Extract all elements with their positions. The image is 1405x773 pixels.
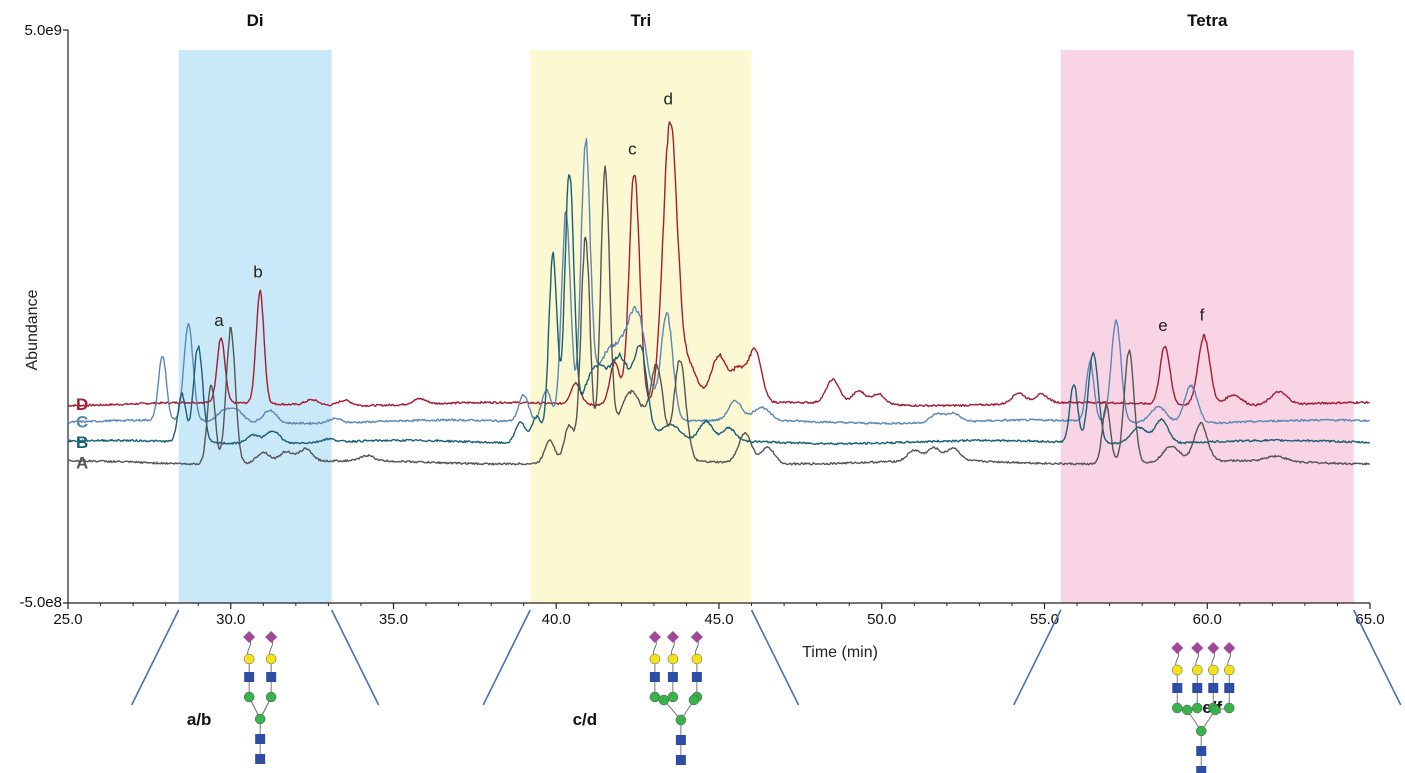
trace-C (67, 137, 1371, 425)
glcnac-square (675, 755, 686, 765)
x-tick-label: 45.0 (704, 611, 733, 628)
sialic-diamond (1207, 642, 1220, 654)
x-tick-label: 65.0 (1355, 611, 1384, 628)
sialic-diamond (648, 631, 661, 643)
region-title: Tri (630, 11, 651, 30)
glycan-structures (243, 631, 1236, 773)
peak-label-c: c (628, 140, 637, 159)
region-title: Di (247, 11, 264, 30)
mannose-circle (1210, 704, 1221, 716)
x-tick-label: 50.0 (867, 611, 896, 628)
galactose-circle (1192, 664, 1203, 676)
mannose-circle (265, 691, 277, 703)
glycan-triantennary (648, 631, 703, 765)
trace-D (67, 121, 1370, 408)
glycan-biantennary (243, 631, 278, 764)
mannose-circle (1182, 704, 1193, 716)
mannose-circle (658, 694, 670, 706)
connector-line-left (482, 609, 531, 706)
region-band-tetra (1060, 50, 1354, 603)
region-bands (178, 50, 1354, 603)
sialic-diamond (690, 631, 703, 643)
x-tick-label: 25.0 (53, 611, 82, 628)
glcnac-square (649, 672, 660, 682)
y-tick-label: -5.0e8 (19, 594, 62, 611)
x-axis-title: Time (min) (802, 644, 878, 661)
x-tick-label: 40.0 (542, 611, 571, 628)
mannose-circle (1192, 702, 1203, 714)
mannose-circle (254, 713, 266, 725)
mannose-circle (688, 694, 700, 706)
y-axis-title: Abundance (24, 289, 41, 370)
x-tick-label: 60.0 (1193, 611, 1222, 628)
x-tick-label: 30.0 (216, 611, 245, 628)
trace-label-A: A (76, 453, 88, 472)
glycan-label: a/b (187, 710, 212, 729)
mannose-circle (1172, 702, 1183, 714)
trace-B (67, 174, 1371, 446)
glcnac-square (266, 672, 277, 682)
peak-label-e: e (1158, 316, 1167, 335)
glcnac-square (1172, 683, 1183, 693)
sialic-diamond (243, 631, 256, 643)
glcnac-square (1192, 683, 1203, 693)
trace-label-D: D (76, 395, 88, 414)
glcnac-square (1208, 683, 1219, 693)
trace-label-B: B (76, 433, 88, 452)
connector-line-right (1353, 609, 1402, 706)
sialic-diamond (1223, 642, 1236, 654)
galactose-circle (691, 653, 703, 665)
connector-line-right (750, 609, 800, 706)
glcnac-square (255, 754, 266, 764)
galactose-circle (1208, 664, 1219, 676)
peak-label-d: d (663, 89, 672, 108)
glcnac-square (1196, 766, 1207, 773)
connector-line-left (1013, 609, 1062, 706)
galactose-circle (265, 653, 277, 665)
mannose-circle (243, 691, 255, 703)
antenna-group (648, 631, 703, 703)
mannose-circle (667, 691, 679, 703)
galactose-circle (243, 653, 255, 665)
sialic-diamond (666, 631, 679, 643)
mannose-circle (1196, 725, 1207, 737)
mannose-circle (649, 691, 661, 703)
galactose-circle (649, 653, 661, 665)
trace-A (67, 165, 1371, 466)
galactose-circle (1172, 664, 1183, 676)
sialic-diamond (265, 631, 278, 643)
peak-label-a: a (214, 311, 224, 330)
trace-label-C: C (76, 413, 88, 432)
sialic-diamond (1191, 642, 1204, 654)
glcnac-square (675, 735, 686, 745)
glcnac-square (691, 672, 702, 682)
region-title: Tetra (1187, 11, 1228, 30)
region-band-di (178, 50, 332, 603)
galactose-circle (1224, 664, 1235, 676)
x-tick-label: 55.0 (1030, 611, 1059, 628)
x-tick-label: 35.0 (379, 611, 408, 628)
glcnac-square (255, 734, 266, 744)
glcnac-square (1224, 683, 1235, 693)
connector-line-right (330, 609, 380, 706)
mannose-circle (1224, 702, 1235, 714)
glycan-tetraantennary (1171, 642, 1236, 773)
galactose-circle (667, 653, 679, 665)
sialic-diamond (1171, 642, 1184, 654)
peak-label-f: f (1200, 305, 1205, 324)
mannose-circle (675, 714, 687, 726)
glycan-label: c/d (573, 710, 598, 729)
y-tick-label: 5.0e9 (24, 22, 62, 39)
glcnac-square (244, 672, 255, 682)
traces (67, 121, 1371, 466)
peak-label-b: b (253, 263, 262, 282)
glcnac-square (667, 672, 678, 682)
region-band-tri (530, 50, 752, 603)
glcnac-square (1196, 746, 1207, 756)
connector-line-left (130, 609, 180, 706)
